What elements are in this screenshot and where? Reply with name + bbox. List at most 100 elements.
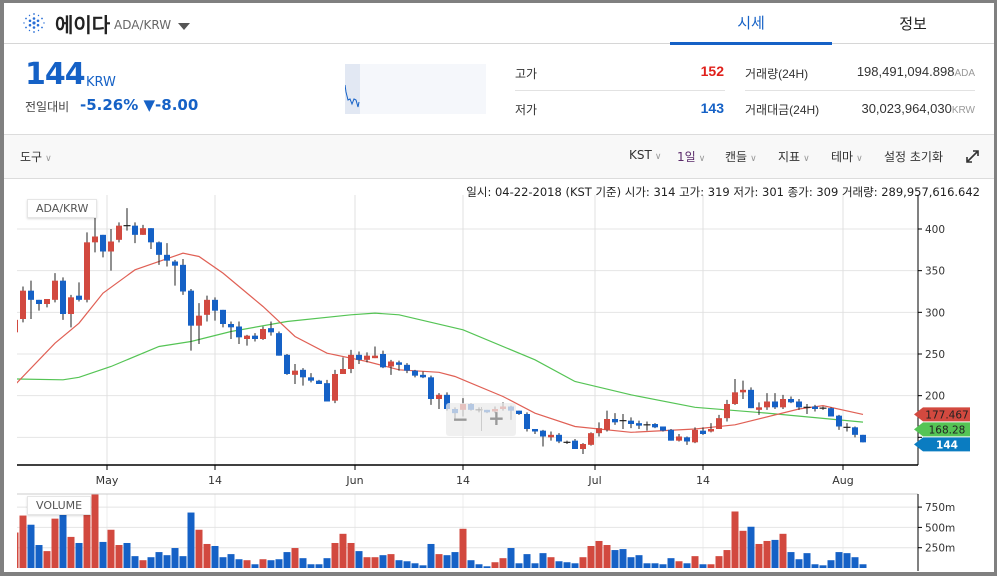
volume-bar	[91, 494, 99, 568]
interval-menu[interactable]: 1일 ∨	[677, 148, 705, 165]
volume-bar	[179, 556, 187, 568]
caret-down-icon[interactable]	[178, 23, 190, 30]
candle-body	[148, 228, 154, 243]
volume-bar	[251, 564, 259, 568]
volume-legend: VOLUME	[27, 496, 92, 515]
volume-bar	[155, 552, 163, 568]
tools-menu[interactable]: 도구 ∨	[20, 148, 52, 165]
volume-bar	[515, 563, 523, 568]
volume-bar	[355, 551, 363, 568]
price-tag	[914, 407, 970, 422]
candle-body	[28, 290, 34, 300]
volume-bar	[507, 548, 515, 568]
sparkline	[345, 64, 486, 114]
candle-body	[612, 418, 618, 423]
volume-bar	[715, 556, 723, 568]
volume-bar	[203, 543, 211, 568]
candle-body	[780, 398, 786, 408]
timezone-menu[interactable]: KST ∨	[629, 148, 661, 162]
x-tick-label: 14	[208, 474, 222, 487]
candle-body	[276, 333, 282, 356]
high-label: 고가	[515, 67, 538, 81]
volume-bar	[795, 559, 803, 568]
candle-body	[444, 394, 450, 409]
pair-selector[interactable]: ADA/KRW	[114, 18, 172, 32]
volume-bar	[683, 563, 691, 568]
zoom-out-icon[interactable]: −	[452, 407, 469, 431]
volume-bar	[619, 549, 627, 568]
reset-settings-button[interactable]: 설정 초기화	[884, 150, 944, 164]
volume-bar	[323, 558, 331, 568]
volume-bar	[107, 529, 115, 568]
candle-body	[860, 434, 866, 443]
candle-body	[356, 354, 362, 360]
volume-bar	[299, 558, 307, 568]
interval-label: 1일	[677, 150, 696, 164]
price-unit: KRW	[86, 75, 116, 90]
candle-body	[220, 309, 226, 324]
volume-bar	[291, 548, 299, 568]
candle-body	[420, 374, 426, 378]
candle-body	[268, 328, 274, 333]
price-tag-label: 177.467	[925, 409, 968, 421]
volume-bar	[819, 565, 827, 568]
current-price: 144	[25, 57, 86, 92]
candle-body	[180, 264, 186, 292]
volume-tick-label: 750m	[925, 502, 955, 514]
candle-body	[732, 392, 738, 404]
candle-body	[196, 315, 202, 326]
volume-bar	[363, 557, 371, 568]
candle-body	[812, 406, 818, 409]
x-tick-label: 14	[456, 474, 470, 487]
volume-bar	[235, 559, 243, 568]
price-chart[interactable]: 400 350 300 250 200 May 14 Jun 14 Jul 14 Aug 750m 500…	[4, 3, 994, 572]
candle-body	[668, 429, 674, 441]
indicator-menu[interactable]: 지표 ∨	[778, 148, 810, 165]
tools-label: 도구	[20, 150, 43, 164]
candle-body	[676, 436, 682, 441]
volume-bar	[723, 550, 731, 568]
tab-info[interactable]: 정보	[899, 15, 927, 33]
volume-tick-label: 250m	[925, 543, 955, 555]
volume-bar	[587, 545, 595, 568]
y-tick-label: 250	[925, 349, 945, 361]
volume-bar	[643, 563, 651, 568]
candle-body	[636, 423, 642, 426]
volume-bar	[19, 515, 27, 568]
divider	[481, 407, 482, 431]
candle-body	[332, 373, 338, 401]
volume-bar	[347, 542, 355, 568]
volume-bar	[27, 524, 35, 568]
candle-body	[412, 370, 418, 376]
candle-body	[236, 326, 242, 338]
candle-body	[92, 236, 98, 243]
volume-bar	[475, 564, 483, 568]
volume-bar	[731, 511, 739, 568]
volume-bar	[835, 552, 843, 568]
fullscreen-icon[interactable]	[966, 150, 979, 163]
candle-body	[436, 394, 442, 399]
volume-bar	[387, 554, 395, 568]
trade-value-unit: KRW	[951, 105, 975, 116]
volume-bar	[595, 540, 603, 568]
volume-bar	[171, 548, 179, 568]
candle-body	[828, 408, 834, 417]
volume-bar	[851, 557, 859, 568]
volume-bar	[659, 564, 667, 568]
candle-body	[708, 428, 714, 432]
theme-menu[interactable]: 테마 ∨	[831, 148, 863, 165]
volume-bar	[811, 564, 819, 568]
candle-body	[116, 225, 122, 240]
volume-bar	[67, 536, 75, 568]
chart-type-menu[interactable]: 캔들 ∨	[725, 148, 757, 165]
volume-bar	[267, 560, 275, 568]
price-tag-label: 168.28	[929, 424, 966, 436]
candle-body	[364, 355, 370, 360]
volume-bar	[435, 554, 443, 568]
theme-label: 테마	[831, 150, 854, 164]
zoom-in-icon[interactable]: +	[488, 406, 505, 430]
candle-body	[604, 418, 610, 430]
tab-price[interactable]: 시세	[670, 3, 832, 45]
candle-body	[836, 415, 842, 427]
chart-widget: 에이다 ADA/KRW 시세 정보 144 KRW 전일대비 -5.26% ▼-…	[4, 3, 994, 572]
